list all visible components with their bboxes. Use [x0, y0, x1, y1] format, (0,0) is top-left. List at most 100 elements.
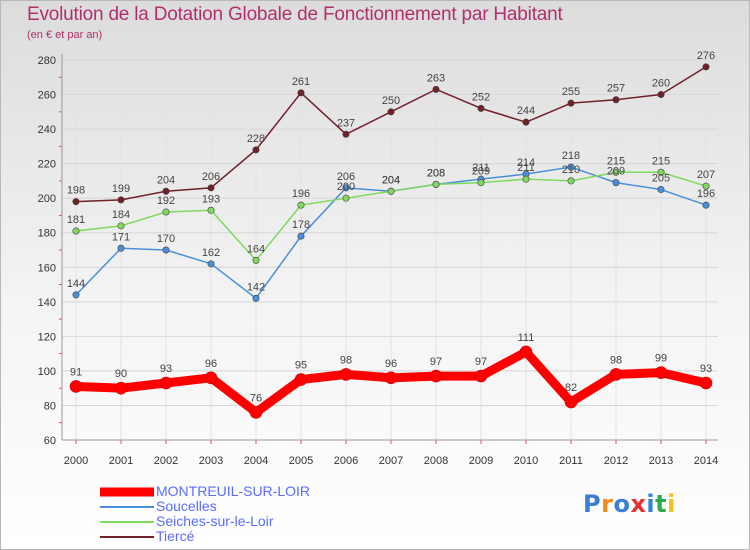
data-label-montreuil-sur-loir: 98 [610, 354, 622, 366]
data-label-montreuil-sur-loir: 91 [70, 366, 82, 378]
data-label-seiches-sur-le-loir: 192 [157, 195, 175, 207]
data-label-montreuil-sur-loir: 97 [475, 356, 487, 368]
data-point-soucelles [162, 246, 170, 254]
data-point-soucelles [702, 201, 710, 209]
data-label-montreuil-sur-loir: 96 [205, 358, 217, 370]
data-point-montreuil-sur-loir [519, 345, 533, 359]
data-label-soucelles: 214 [517, 157, 535, 169]
data-label-soucelles: 162 [202, 247, 220, 259]
x-tick-label: 2003 [199, 455, 223, 467]
chart-subtitle: (en € et par an) [27, 29, 103, 41]
legend-swatch [100, 535, 154, 538]
data-point-seiches-sur-le-loir [702, 182, 710, 190]
data-label-montreuil-sur-loir: 93 [700, 363, 712, 375]
logo-letter: o [613, 490, 631, 518]
data-point-soucelles [342, 184, 350, 192]
x-tick-label: 2012 [604, 455, 628, 467]
data-label-montreuil-sur-loir: 97 [430, 356, 442, 368]
logo-letter: t [655, 490, 668, 518]
x-tick-label: 2011 [559, 455, 583, 467]
data-point-tierce [612, 96, 620, 104]
data-point-montreuil-sur-loir [609, 368, 623, 381]
data-point-montreuil-sur-loir [699, 376, 713, 390]
legend-label: Tiercé [156, 528, 195, 544]
data-point-seiches-sur-le-loir [522, 175, 530, 183]
data-label-tierce: 263 [427, 72, 445, 84]
data-label-soucelles: 206 [337, 171, 355, 183]
data-point-montreuil-sur-loir [384, 371, 398, 385]
x-tick-label: 2010 [514, 455, 538, 467]
data-point-tierce [432, 85, 440, 93]
data-label-tierce: 228 [247, 133, 265, 145]
data-point-soucelles [72, 291, 80, 299]
data-label-montreuil-sur-loir: 98 [340, 354, 352, 366]
data-label-montreuil-sur-loir: 90 [115, 368, 127, 380]
data-point-tierce [297, 89, 305, 97]
data-label-montreuil-sur-loir: 96 [385, 358, 397, 370]
data-point-seiches-sur-le-loir [387, 187, 395, 195]
data-label-montreuil-sur-loir: 82 [565, 382, 577, 394]
data-point-tierce [117, 196, 125, 204]
x-tick-label: 2001 [109, 455, 133, 467]
data-label-montreuil-sur-loir: 93 [160, 363, 172, 375]
data-point-seiches-sur-le-loir [477, 179, 485, 187]
data-point-tierce [342, 130, 350, 138]
data-point-tierce [72, 198, 80, 206]
data-point-tierce [522, 118, 530, 126]
data-point-seiches-sur-le-loir [117, 222, 125, 230]
data-label-tierce: 204 [157, 174, 175, 186]
data-label-soucelles: 209 [607, 166, 625, 178]
data-point-seiches-sur-le-loir [72, 227, 80, 235]
data-point-montreuil-sur-loir [114, 381, 128, 395]
data-point-seiches-sur-le-loir [252, 256, 260, 264]
logo-letter: i [667, 490, 676, 518]
data-point-montreuil-sur-loir [159, 376, 173, 390]
data-point-soucelles [117, 244, 125, 252]
data-point-tierce [162, 187, 170, 195]
data-label-seiches-sur-le-loir: 196 [292, 188, 310, 200]
data-point-soucelles [207, 260, 215, 268]
proxiti-logo: Proxiti [583, 490, 676, 518]
data-label-soucelles: 170 [157, 233, 175, 245]
legend-swatch [100, 505, 154, 508]
data-point-soucelles [567, 163, 575, 171]
tick-labels: 60 80 100 120 140 160 180 200 220 240 260 280 2000 20… [38, 55, 719, 467]
data-label-soucelles: 205 [652, 173, 670, 185]
data-label-soucelles: 211 [472, 162, 490, 174]
data-label-seiches-sur-le-loir: 181 [67, 214, 85, 226]
data-point-soucelles [612, 179, 620, 187]
data-point-montreuil-sur-loir [654, 366, 668, 379]
series-lines [69, 63, 713, 419]
data-point-tierce [252, 146, 260, 154]
data-label-seiches-sur-le-loir: 200 [337, 181, 355, 193]
data-label-seiches-sur-le-loir: 210 [562, 164, 580, 176]
y-tick-label: 60 [44, 435, 56, 447]
data-label-seiches-sur-le-loir: 211 [517, 162, 535, 174]
data-label-soucelles: 142 [247, 281, 265, 293]
data-label-tierce: 257 [607, 83, 625, 95]
x-tick-label: 2013 [649, 455, 673, 467]
grid-lines [62, 59, 718, 441]
data-label-soucelles: 218 [562, 150, 580, 162]
data-label-seiches-sur-le-loir: 207 [697, 169, 715, 181]
data-label-montreuil-sur-loir: 99 [655, 353, 667, 365]
legend-label: Soucelles [156, 498, 217, 514]
data-label-seiches-sur-le-loir: 193 [202, 193, 220, 205]
data-point-tierce [477, 104, 485, 112]
data-point-seiches-sur-le-loir [567, 177, 575, 185]
data-label-soucelles: 144 [67, 278, 85, 290]
x-tick-label: 2002 [154, 455, 178, 467]
data-point-tierce [657, 91, 665, 99]
y-tick-label: 140 [38, 297, 56, 309]
data-label-soucelles: 196 [697, 188, 715, 200]
data-label-tierce: 198 [67, 185, 85, 197]
data-label-tierce: 250 [382, 95, 400, 107]
data-label-tierce: 244 [517, 105, 535, 117]
data-label-seiches-sur-le-loir: 215 [607, 155, 625, 167]
logo-letter: P [583, 490, 602, 518]
data-point-montreuil-sur-loir [294, 373, 308, 386]
legend-swatch [100, 487, 154, 496]
data-point-soucelles [297, 232, 305, 240]
x-tick-label: 2005 [289, 455, 313, 467]
